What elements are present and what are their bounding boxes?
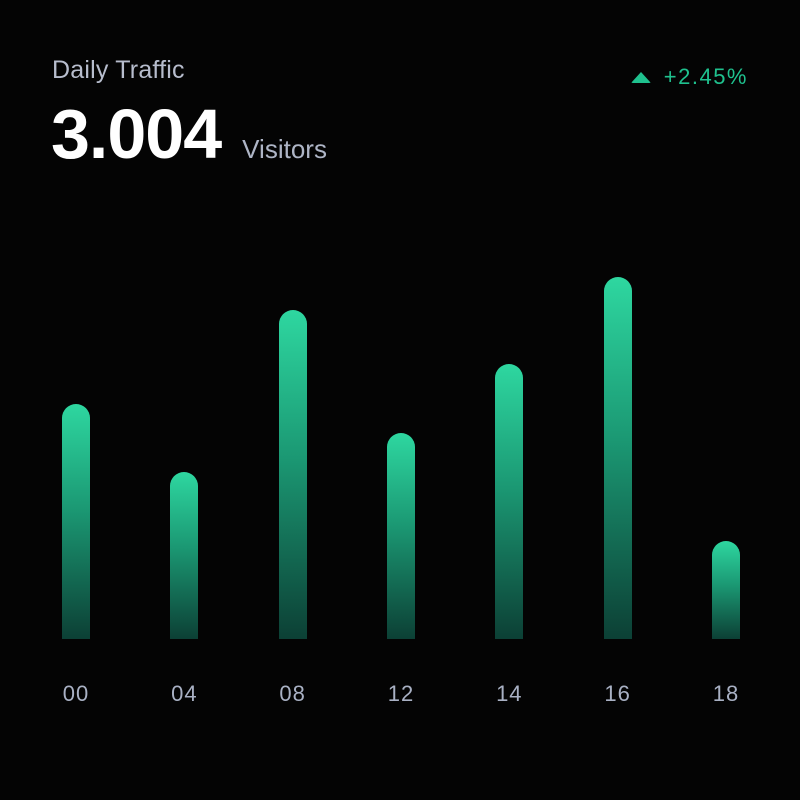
chart-bar-08 [278, 310, 307, 639]
x-axis-label-04: 04 [171, 681, 198, 706]
x-axis-label-12: 12 [387, 681, 415, 706]
chart-column-04: 04 [170, 277, 199, 706]
x-axis-label-18: 18 [712, 681, 740, 706]
chart-bar-14 [495, 364, 524, 639]
x-axis-label-14: 14 [496, 681, 523, 706]
chart-column-18: 18 [711, 277, 740, 706]
chart-bar-04 [170, 472, 199, 639]
card-title: Daily Traffic [52, 56, 185, 84]
x-axis-label-00: 00 [62, 681, 90, 706]
x-axis-label-08: 08 [279, 681, 306, 706]
chart-column-12: 12 [386, 277, 415, 706]
x-axis-label-16: 16 [604, 681, 631, 706]
visitor-count: 3.004 [51, 95, 222, 173]
change-percent-label: +2.45% [663, 64, 748, 89]
stat-row: 3.004 Visitors [51, 95, 327, 173]
chart-bar-18 [711, 541, 740, 639]
chart-column-16: 16 [603, 277, 632, 706]
change-badge: +2.45% [630, 64, 748, 90]
chart-bar-16 [603, 277, 632, 639]
chart-bar-00 [62, 404, 90, 639]
chart-column-08: 08 [278, 277, 307, 706]
chart-column-14: 14 [495, 277, 524, 706]
triangle-up-icon [630, 71, 651, 83]
visitor-unit-label: Visitors [242, 134, 327, 164]
chart-bar-12 [386, 433, 415, 639]
bar-chart: 00 04 08 12 14 16 18 [62, 277, 740, 706]
chart-column-00: 00 [62, 277, 90, 706]
